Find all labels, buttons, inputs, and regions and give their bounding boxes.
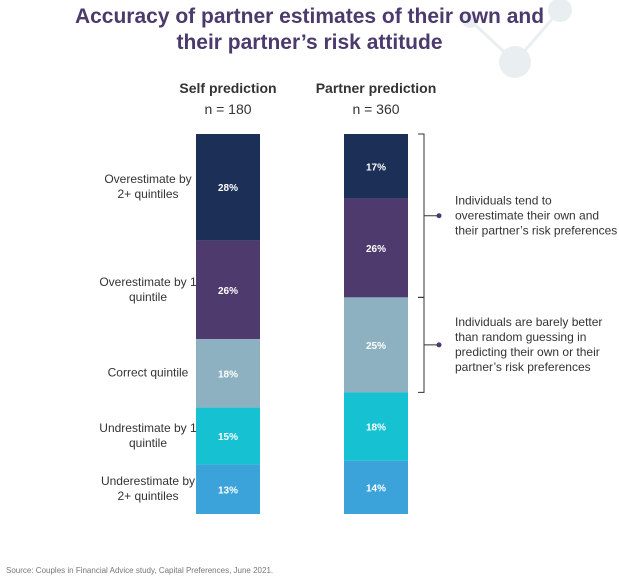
- legend-label: Underestimate by 2+ quintiles: [100, 474, 196, 504]
- value-label: 13%: [218, 485, 238, 496]
- value-label: 17%: [366, 162, 386, 173]
- source: Source: Couples in Financial Advice stud…: [6, 566, 274, 575]
- bracket: [418, 296, 438, 393]
- bar-segment: [196, 339, 260, 408]
- value-label: 26%: [218, 286, 238, 297]
- value-label: 28%: [218, 183, 238, 194]
- column-title: Self prediction: [179, 80, 277, 96]
- bar-segment: [196, 464, 260, 514]
- bar-segment: [344, 392, 408, 461]
- legend-label: Overestimate by 2+ quintiles: [104, 172, 192, 202]
- value-label: 26%: [366, 244, 386, 255]
- value-label: 18%: [366, 423, 386, 434]
- bar-segment: [344, 460, 408, 514]
- value-label: 15%: [218, 432, 238, 443]
- bar-segment: [344, 198, 408, 298]
- bar-segment: [344, 297, 408, 393]
- bar-segment: [196, 240, 260, 340]
- bar-segment: [196, 134, 260, 241]
- column-title: Partner prediction: [315, 80, 437, 96]
- value-label: 25%: [366, 341, 386, 352]
- column-note: n = 360: [352, 101, 400, 117]
- annotation: Individuals are barely better than rando…: [455, 314, 603, 374]
- legend-label: Correct quintile: [107, 365, 189, 380]
- column-note: n = 180: [204, 101, 252, 117]
- chart-title: their partner’s risk attitude: [176, 31, 443, 54]
- value-label: 18%: [218, 369, 238, 380]
- bracket-dot: [436, 213, 442, 219]
- annotation: Individuals tend to overestimate their o…: [455, 193, 618, 238]
- decoration: [462, 0, 572, 78]
- bar-segment: [344, 134, 408, 199]
- legend-label: Undrestimate by 1 quintile: [99, 421, 197, 451]
- bar-segment: [196, 407, 260, 465]
- bracket-dot: [436, 342, 442, 348]
- bracket: [418, 133, 438, 298]
- legend-label: Overestimate by 1 quintile: [99, 274, 197, 304]
- value-label: 14%: [366, 483, 386, 494]
- chart-title: Accuracy of partner estimates of their o…: [74, 5, 545, 28]
